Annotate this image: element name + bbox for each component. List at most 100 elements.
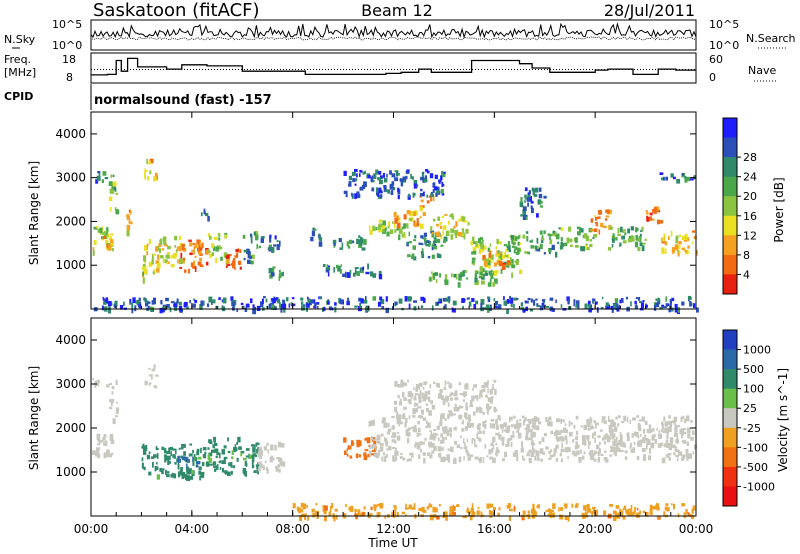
velocity-cell: [370, 506, 373, 511]
velocity-cell: [223, 445, 227, 449]
power-cell: [134, 305, 137, 312]
power-cell: [318, 233, 321, 239]
power-cell: [593, 228, 598, 233]
velocity-cell: [671, 503, 673, 506]
velocity-cell: [466, 438, 469, 443]
power-cell: [486, 261, 488, 266]
velocity-cell: [280, 443, 285, 448]
velocity-cell: [681, 440, 685, 443]
power-cell: [413, 256, 417, 261]
velocity-cell: [143, 466, 146, 471]
power-cell: [203, 208, 206, 215]
power-cell: [273, 306, 277, 310]
velocity-cell: [394, 406, 398, 413]
velocity-cell: [454, 403, 457, 407]
power-cell: [433, 245, 438, 250]
velocity-cell: [424, 391, 428, 397]
velocity-cell: [348, 507, 351, 511]
power-cell: [662, 237, 665, 242]
velocity-cell: [561, 442, 563, 449]
velocity-cell: [599, 441, 601, 445]
power-cell: [207, 249, 210, 252]
power-cell: [538, 187, 542, 192]
velocity-cell: [611, 419, 614, 423]
velocity-cell: [141, 462, 144, 469]
power-cell: [431, 243, 435, 247]
velocity-cell: [304, 503, 307, 510]
velocity-cell: [177, 463, 180, 470]
velocity-cell: [587, 508, 591, 513]
velocity-cell: [685, 415, 690, 422]
power-cell: [580, 245, 582, 252]
power-cell: [485, 304, 490, 311]
power-cell: [520, 214, 524, 217]
xtick-label: 00:00: [74, 522, 109, 536]
power-cell: [527, 194, 531, 199]
velocity-cell: [100, 440, 104, 443]
velocity-cell: [603, 441, 606, 445]
velocity-cell: [514, 450, 519, 455]
power-cell: [445, 297, 448, 302]
power-cell: [348, 239, 353, 245]
power-cell: [611, 243, 614, 248]
velocity-cell: [588, 451, 592, 456]
velocity-cell: [334, 508, 338, 512]
noise-search-line: [90, 36, 697, 41]
power-cell: [333, 266, 335, 273]
power-cell: [481, 280, 485, 285]
power-cell: [378, 229, 382, 233]
velocity-cell: [350, 505, 353, 510]
velocity-cell: [436, 433, 439, 436]
power-cell: [342, 273, 346, 277]
power-cell: [438, 298, 441, 302]
velocity-cell: [198, 466, 202, 471]
power-cell: [361, 247, 366, 251]
power-cell: [443, 239, 446, 243]
power-cell: [103, 301, 107, 305]
ytick-label: 4000: [55, 333, 86, 347]
power-cell: [145, 169, 148, 172]
power-cell: [610, 209, 612, 214]
velocity-cell: [677, 457, 679, 462]
power-cell: [218, 246, 223, 250]
velocity-cell: [590, 418, 593, 424]
velocity-cell: [207, 447, 210, 450]
power-cell: [621, 298, 624, 303]
power-cell: [560, 304, 563, 308]
power-cell: [522, 206, 527, 212]
velocity-cell: [354, 510, 357, 514]
velocity-cell: [472, 511, 476, 516]
velocity-cell: [574, 436, 577, 440]
power-cell: [568, 238, 573, 243]
power-cell: [665, 296, 668, 302]
velocity-cell: [522, 455, 524, 460]
velocity-cell: [170, 474, 174, 478]
colorbar-tick-label: 500: [743, 363, 764, 376]
power-cell: [281, 304, 285, 308]
power-cell: [372, 179, 375, 183]
velocity-cell: [593, 458, 597, 462]
power-cell: [246, 248, 249, 254]
velocity-cell: [426, 422, 431, 428]
power-cell: [250, 238, 253, 244]
power-cell: [348, 175, 352, 180]
velocity-cell: [315, 502, 318, 506]
power-cell: [636, 238, 641, 242]
velocity-cell: [408, 415, 411, 420]
power-cell: [196, 239, 201, 244]
power-cell: [354, 183, 357, 186]
power-cell: [340, 264, 343, 267]
power-cell: [126, 214, 129, 221]
velocity-cell: [666, 429, 669, 435]
power-cell: [110, 242, 114, 247]
power-cell: [530, 196, 532, 201]
power-cell: [327, 271, 330, 277]
velocity-cell: [661, 457, 666, 464]
velocity-cell: [403, 406, 407, 410]
power-cell: [488, 253, 491, 258]
velocity-cell: [481, 385, 485, 388]
velocity-cell: [473, 439, 476, 445]
power-cell: [441, 215, 444, 218]
power-cell: [389, 170, 392, 175]
velocity-cell: [186, 459, 190, 463]
